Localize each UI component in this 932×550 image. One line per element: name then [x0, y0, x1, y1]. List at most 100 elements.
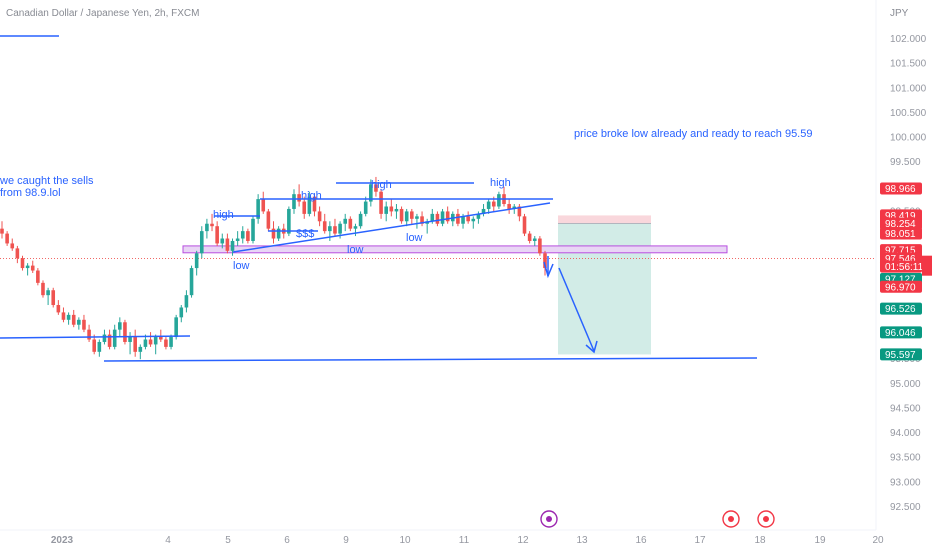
price-badge-bg — [880, 326, 922, 339]
candle — [15, 245, 20, 264]
candle-body — [87, 329, 91, 340]
y-tick-label: 95.000 — [890, 379, 921, 390]
candle — [517, 204, 522, 222]
x-tick-label: 13 — [576, 535, 588, 546]
x-tick-label: 5 — [225, 535, 231, 546]
x-tick-label: 12 — [517, 535, 529, 546]
live-price-tab — [922, 255, 932, 276]
candle-body — [507, 204, 511, 209]
candle-body — [374, 184, 378, 192]
price-badge-bg — [880, 260, 922, 273]
candle-body — [102, 334, 107, 342]
price-badge-label: 97.546 — [885, 254, 916, 265]
candle — [164, 337, 168, 350]
candle — [333, 218, 337, 237]
candle-body — [307, 196, 312, 214]
candle-body — [199, 231, 204, 254]
candle — [251, 216, 255, 244]
candle-body — [435, 213, 440, 224]
candle-body — [471, 218, 476, 222]
candle — [538, 236, 542, 256]
candle — [41, 280, 45, 298]
candle-body — [240, 231, 245, 239]
candle — [71, 309, 76, 328]
candle — [486, 199, 491, 214]
candle-body — [215, 226, 219, 244]
candle — [415, 213, 419, 229]
candle — [36, 268, 40, 286]
candle — [276, 226, 281, 241]
candle — [389, 199, 394, 217]
candle — [148, 332, 153, 347]
candle-body — [369, 184, 373, 202]
candle — [307, 191, 312, 217]
candle — [420, 211, 424, 227]
candle — [25, 263, 30, 276]
price-badge-label: 96.046 — [885, 328, 916, 339]
flag-event-icon[interactable] — [722, 510, 740, 528]
candle-body — [189, 268, 194, 296]
candle-body — [133, 337, 137, 352]
candle-body — [481, 208, 486, 214]
candle-body — [410, 211, 414, 219]
label-high: high — [490, 177, 511, 189]
candle — [302, 196, 307, 219]
candle — [322, 213, 327, 234]
candle — [445, 206, 450, 224]
candle — [527, 231, 532, 244]
candle-body — [317, 211, 322, 222]
price-badge: 98.966 — [880, 182, 922, 195]
candle-body — [92, 339, 97, 352]
candle-body — [138, 346, 143, 352]
label-high: high — [213, 209, 234, 221]
candle-body — [404, 211, 409, 222]
candle — [399, 206, 404, 224]
candle — [235, 231, 240, 246]
candle-body — [205, 223, 209, 232]
take-profit-zone — [558, 223, 651, 355]
candle-body — [461, 216, 465, 224]
candle — [82, 314, 86, 333]
candle — [123, 319, 127, 345]
label-low: low — [347, 244, 364, 256]
projection-arrow — [558, 267, 595, 352]
candle-body — [5, 233, 9, 244]
candle-body — [486, 201, 491, 209]
candle-body — [466, 216, 470, 222]
candle — [194, 250, 199, 276]
candle-body — [338, 223, 342, 234]
price-badge-label: 98.966 — [885, 184, 916, 195]
candle — [261, 191, 266, 214]
x-tick-label: 11 — [459, 535, 470, 546]
candle — [56, 300, 61, 315]
lightning-event-icon-dot — [546, 516, 552, 522]
candle — [97, 339, 102, 357]
y-tick-label: 92.500 — [890, 502, 921, 513]
price-badge: 98.051 — [880, 227, 922, 240]
stop-loss-zone — [558, 215, 651, 225]
candle-body — [512, 206, 517, 209]
label-high: high — [371, 179, 392, 191]
lightning-event-icon[interactable] — [540, 510, 558, 528]
candle-body — [538, 238, 542, 254]
price-badge-label: 96.526 — [885, 304, 916, 315]
candle — [497, 191, 501, 209]
y-tick-label: 101.500 — [890, 59, 927, 70]
candle-body — [297, 194, 301, 202]
price-badge-label: 98.419 — [885, 211, 916, 222]
candle — [61, 307, 66, 323]
candle — [153, 334, 158, 355]
annotation-note-left-1: we caught the sells — [0, 175, 94, 187]
label-low: low — [406, 232, 423, 244]
candle — [51, 287, 56, 308]
candle-body — [399, 208, 404, 222]
record-event-icon[interactable] — [757, 510, 775, 528]
candle-body — [271, 228, 276, 239]
candle — [353, 223, 358, 237]
candle — [328, 221, 332, 241]
candle-body — [194, 253, 199, 269]
candle-body — [112, 329, 117, 347]
x-tick-label: 9 — [343, 535, 349, 546]
candle-body — [497, 194, 501, 207]
